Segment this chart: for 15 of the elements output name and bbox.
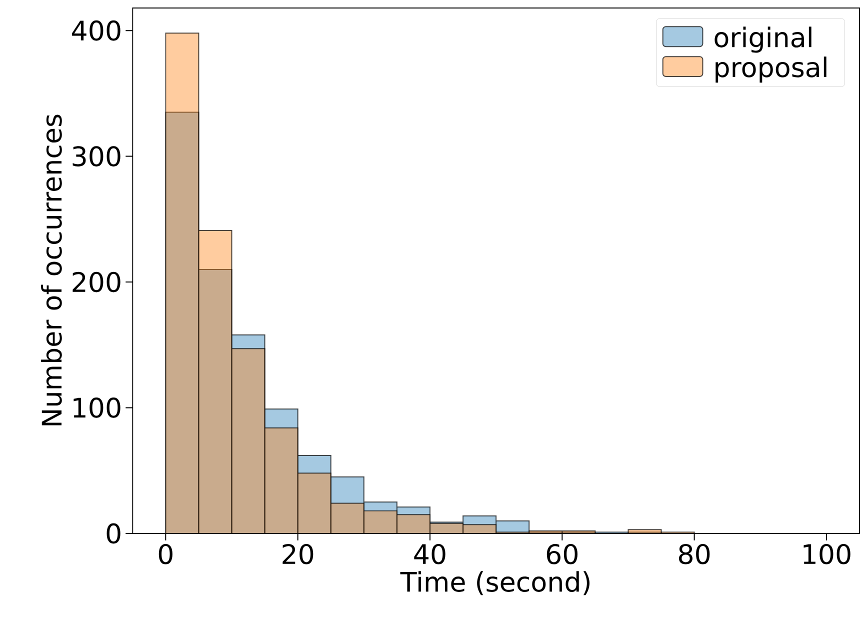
x-axis-title: Time (second) <box>400 571 590 596</box>
x-tick-label: 100 <box>804 544 850 564</box>
x-tick-label: 60 <box>546 544 578 564</box>
x-tick-label: 40 <box>414 544 446 564</box>
y-tick-label: 200 <box>72 272 120 292</box>
legend-label: proposal <box>716 56 826 83</box>
x-tick-label: 80 <box>679 544 710 564</box>
y-axis-title: Number of occurrences <box>41 114 62 426</box>
x-tick-label: 0 <box>158 544 172 564</box>
y-tick-label: 0 <box>106 523 120 544</box>
y-tick-label: 400 <box>72 20 120 41</box>
y-tick-label: 300 <box>72 146 120 166</box>
x-tick-label: 20 <box>282 544 314 564</box>
y-tick-label: 100 <box>74 397 120 418</box>
legend-label: original <box>714 26 812 53</box>
